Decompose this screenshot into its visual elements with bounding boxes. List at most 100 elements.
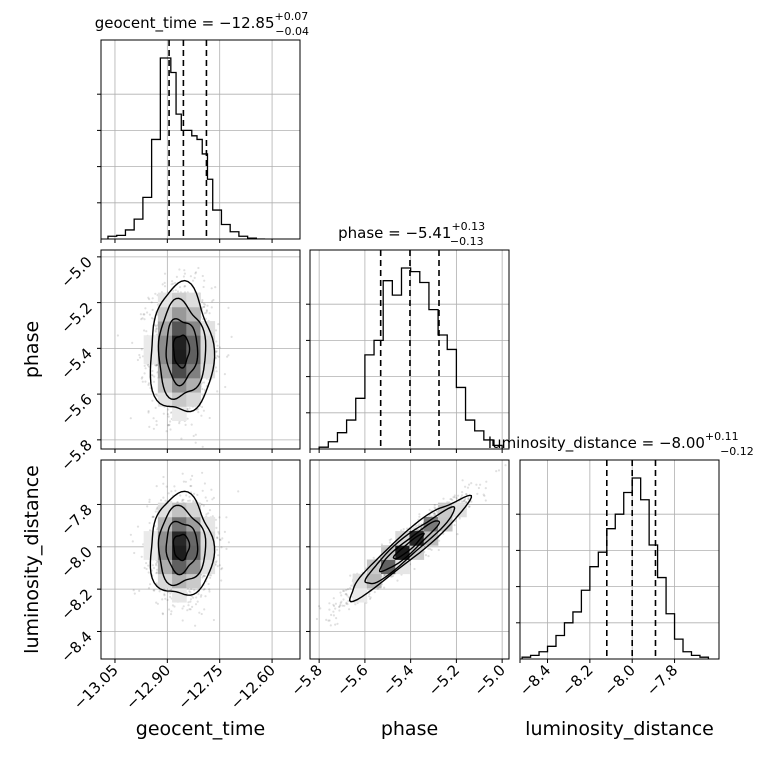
- scatter-point: [191, 605, 194, 609]
- scatter-point: [143, 329, 146, 332]
- scatter-point: [169, 595, 172, 599]
- axes-labels: −13.05 −12.90 −12.75 −12.60 geocent_time −5.8…: [21, 239, 714, 740]
- scatter-point: [182, 498, 185, 501]
- scatter-point: [201, 387, 204, 391]
- scatter-point: [202, 302, 205, 305]
- scatter-point: [205, 309, 208, 312]
- scatter-point: [151, 564, 154, 567]
- scatter-point: [150, 317, 154, 320]
- scatter-point: [188, 590, 191, 593]
- scatter-point: [154, 510, 157, 513]
- scatter-point: [421, 529, 424, 532]
- scatter-point: [347, 596, 350, 599]
- scatter-point: [458, 517, 461, 520]
- scatter-point: [214, 286, 217, 289]
- title-plus: +0.11: [705, 430, 739, 443]
- scatter-point: [148, 498, 151, 501]
- scatter-point: [463, 498, 466, 501]
- scatter-point: [418, 513, 421, 516]
- scatter-point: [497, 469, 501, 472]
- scatter-point: [338, 605, 341, 608]
- scatter-point: [176, 290, 180, 293]
- scatter-point: [413, 567, 416, 571]
- scatter-point: [155, 582, 158, 585]
- scatter-point: [183, 272, 186, 275]
- scatter-point: [450, 498, 453, 501]
- scatter-point: [388, 538, 391, 542]
- scatter-point: [193, 492, 196, 495]
- scatter-point: [484, 499, 487, 502]
- scatter-point: [156, 561, 159, 564]
- scatter-point: [154, 329, 157, 332]
- scatter-point: [214, 366, 217, 369]
- scatter-point: [143, 313, 146, 316]
- scatter-point: [167, 492, 170, 495]
- scatter-point: [332, 603, 335, 606]
- scatter-point: [212, 618, 215, 622]
- scatter-point: [145, 330, 148, 333]
- scatter-point: [166, 413, 170, 416]
- scatter-point: [204, 496, 207, 499]
- scatter-point: [171, 604, 174, 607]
- density-cell: [157, 377, 173, 393]
- density-cell: [157, 531, 173, 546]
- density-cell: [409, 545, 425, 560]
- scatter-point: [214, 329, 218, 332]
- scatter-point: [346, 603, 349, 606]
- scatter-point: [203, 482, 206, 485]
- scatter-point: [208, 312, 211, 315]
- scatter-point: [345, 602, 348, 605]
- title-prefix: phase =: [338, 224, 405, 242]
- scatter-point: [171, 280, 174, 283]
- scatter-point: [152, 417, 155, 420]
- scatter-point: [209, 576, 212, 579]
- scatter-point: [147, 587, 151, 590]
- scatter-point: [138, 356, 142, 359]
- scatter-point: [201, 489, 204, 492]
- scatter-point: [190, 423, 193, 426]
- scatter-point: [148, 521, 151, 525]
- scatter-point: [148, 313, 151, 316]
- scatter-point: [435, 510, 438, 513]
- scatter-point: [184, 423, 187, 426]
- scatter-point: [203, 303, 207, 306]
- scatter-point: [339, 603, 342, 607]
- scatter-point: [169, 420, 172, 423]
- scatter-point: [162, 475, 165, 479]
- x-tick-label: −5.6: [333, 661, 371, 699]
- scatter-point: [164, 499, 167, 502]
- scatter-point: [332, 614, 335, 617]
- scatter-point: [237, 490, 240, 493]
- scatter-point: [216, 548, 219, 551]
- panel-hist-phase: phase = −5.41+0.13−0.13: [306, 220, 510, 453]
- scatter-point: [201, 299, 204, 302]
- scatter-point: [417, 528, 420, 532]
- x-axis-label: phase: [381, 718, 438, 740]
- scatter-point: [187, 601, 190, 604]
- scatter-point: [156, 602, 159, 605]
- scatter-point: [178, 422, 181, 425]
- scatter-point: [396, 579, 399, 582]
- scatter-point: [208, 416, 211, 420]
- scatter-point: [209, 574, 213, 577]
- scatter-point: [217, 323, 220, 326]
- panel-content: [129, 471, 240, 627]
- scatter-point: [468, 483, 471, 486]
- scatter-point: [129, 417, 132, 420]
- panel-content: [116, 266, 233, 448]
- scatter-point: [203, 305, 206, 308]
- scatter-point: [432, 512, 435, 515]
- scatter-point: [151, 399, 154, 402]
- scatter-point: [181, 619, 184, 622]
- scatter-point: [181, 607, 184, 610]
- scatter-point: [382, 574, 386, 577]
- scatter-point: [196, 493, 199, 496]
- density-cell: [172, 306, 187, 322]
- x-tick-label: −12.75: [175, 661, 227, 713]
- scatter-point: [380, 543, 383, 546]
- scatter-point: [172, 289, 175, 292]
- contour-line: [149, 279, 216, 413]
- scatter-point: [155, 363, 159, 366]
- scatter-point: [152, 380, 156, 383]
- scatter-point: [141, 380, 144, 383]
